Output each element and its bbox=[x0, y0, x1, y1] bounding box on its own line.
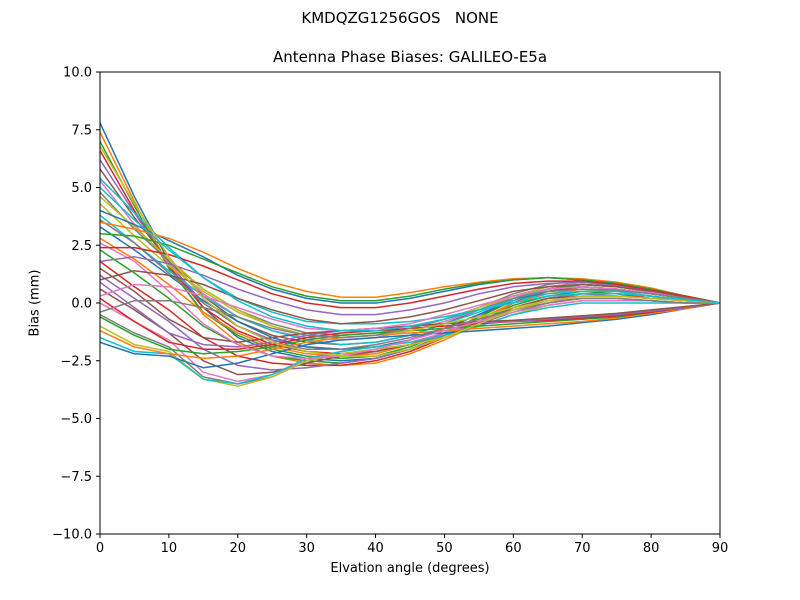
x-tick-label: 70 bbox=[574, 541, 591, 556]
series-line-35 bbox=[100, 256, 720, 316]
series-line-34 bbox=[100, 246, 720, 309]
series-line-39 bbox=[100, 145, 720, 357]
series-line-37 bbox=[100, 283, 720, 332]
y-tick-label: −2.5 bbox=[60, 354, 92, 369]
series-line-36 bbox=[100, 269, 720, 325]
series-line-21 bbox=[100, 302, 720, 369]
series-line-1 bbox=[100, 122, 720, 362]
series-line-30 bbox=[100, 177, 720, 325]
x-tick-label: 0 bbox=[96, 541, 104, 556]
series-line-28 bbox=[100, 219, 720, 350]
y-tick-label: 10.0 bbox=[63, 66, 92, 81]
series-line-22 bbox=[100, 302, 720, 360]
y-tick-label: −7.5 bbox=[60, 470, 92, 485]
x-tick-label: 10 bbox=[161, 541, 178, 556]
x-tick-label: 90 bbox=[712, 541, 729, 556]
series-line-27 bbox=[100, 242, 720, 360]
y-tick-label: 2.5 bbox=[71, 239, 92, 254]
series-line-38 bbox=[100, 288, 720, 339]
series-line-33 bbox=[100, 232, 720, 304]
x-tick-label: 20 bbox=[230, 541, 247, 556]
figure-suptitle: KMDQZG1256GOS NONE bbox=[301, 9, 499, 27]
chart-title: Antenna Phase Biases: GALILEO-E5a bbox=[272, 48, 548, 66]
x-axis-label: Elvation angle (degrees) bbox=[330, 561, 490, 576]
series-line-40 bbox=[100, 186, 720, 332]
y-tick-label: −5.0 bbox=[60, 412, 92, 427]
x-tick-label: 80 bbox=[643, 541, 660, 556]
series-line-20 bbox=[100, 302, 720, 385]
series-group bbox=[100, 122, 720, 387]
y-axis-ticks: −10.0 −7.5 −5.0 −2.5 0.0 2.5 5.0 7.5 10.0 bbox=[52, 66, 100, 543]
x-axis-ticks: 0 10 20 30 40 50 60 70 80 90 bbox=[96, 534, 728, 556]
y-tick-label: −10.0 bbox=[52, 528, 92, 543]
y-tick-label: 0.0 bbox=[71, 297, 92, 312]
series-line-32 bbox=[100, 221, 720, 304]
x-tick-label: 30 bbox=[298, 541, 315, 556]
y-axis-label: Bias (mm) bbox=[27, 269, 43, 337]
x-tick-label: 40 bbox=[367, 541, 384, 556]
x-tick-label: 60 bbox=[505, 541, 522, 556]
y-tick-label: 7.5 bbox=[71, 123, 92, 138]
x-tick-label: 50 bbox=[436, 541, 453, 556]
y-tick-label: 5.0 bbox=[71, 181, 92, 196]
